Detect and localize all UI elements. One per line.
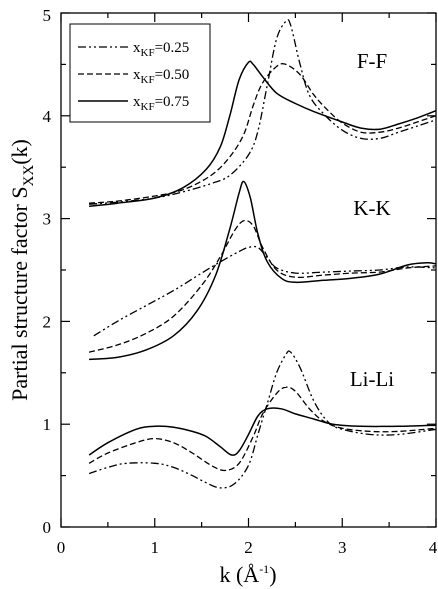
legend: xKF=0.25 xKF=0.50 xKF=0.75 [69,23,211,123]
y-tick-label-3: 3 [43,210,52,229]
x-tick-label-1: 1 [151,538,160,557]
x-tick-label-3: 3 [338,538,347,557]
y-tick-label-1: 1 [43,415,52,434]
legend-label-1: xKF=0.50 [133,67,189,86]
series-line-k-k-dash-dot-dot [93,245,437,337]
series-line-f-f-solid [89,60,437,208]
axis-ticks [60,12,437,528]
x-tick-label-2: 2 [244,538,253,557]
y-axis-title: Partial structure factor SXX(k) [7,139,37,401]
x-axis-title: k (Å-1) [219,562,276,587]
x-tick-labels: 0 1 2 3 4 [57,538,438,557]
legend-box [69,23,211,123]
y-tick-label-0: 0 [43,518,52,537]
panel-label-k-k: K-K [353,196,390,220]
x-tick-label-4: 4 [429,538,438,557]
x-axis-title-exp: -1 [259,562,269,576]
panel-label-li-li: Li-Li [350,367,394,391]
x-axis-title-unit: Å [243,562,259,587]
series-line-k-k-dashed [88,219,437,353]
panel-label-f-f: F-F [357,49,387,73]
series-line-li-li-solid [88,407,437,456]
x-axis-title-close: ) [269,562,276,587]
y-axis-title-main: Partial structure factor S [7,186,32,400]
y-tick-label-5: 5 [43,6,52,25]
legend-label-2: xKF=0.75 [133,94,189,113]
x-tick-label-0: 0 [57,538,66,557]
series-line-f-f-dashed [89,62,437,204]
series-layer [88,18,437,489]
series-line-li-li-dashed [88,386,437,472]
series-line-k-k-solid [89,180,437,361]
y-tick-labels: 0 1 2 3 4 5 [43,6,52,537]
legend-label-0: xKF=0.25 [133,40,189,59]
y-tick-label-4: 4 [43,107,52,126]
y-axis-title-sub: XX [21,165,37,187]
y-tick-label-2: 2 [43,312,52,331]
x-axis-title-main: k ( [219,562,243,587]
y-axis-title-arg: (k) [7,139,32,165]
